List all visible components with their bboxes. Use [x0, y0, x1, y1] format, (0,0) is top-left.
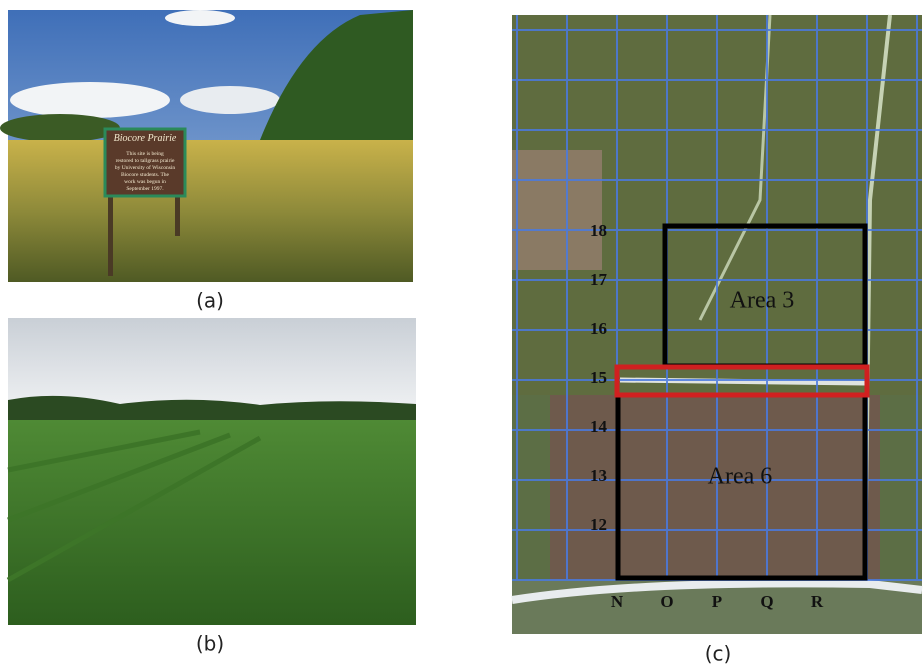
- column-label: N: [611, 592, 624, 611]
- column-label: Q: [760, 592, 773, 611]
- photo-b: [8, 318, 416, 625]
- row-label: 18: [590, 221, 607, 240]
- sign-text: This site is being: [126, 151, 164, 157]
- row-label: 14: [590, 417, 608, 436]
- area-label: Area 6: [708, 464, 773, 490]
- sign-text: work was begun in: [124, 179, 166, 185]
- photo-a: Biocore Prairie This site is beingrestor…: [0, 10, 413, 282]
- row-label: 17: [590, 270, 608, 289]
- row-label: 15: [590, 368, 607, 387]
- column-label: O: [660, 592, 673, 611]
- figure: Biocore Prairie This site is beingrestor…: [0, 0, 923, 668]
- sign-text: Biocore students. The: [121, 172, 170, 178]
- sign-text: September 1997.: [126, 186, 164, 192]
- row-label: 12: [590, 515, 607, 534]
- column-label: P: [712, 592, 722, 611]
- map: Area 3 Area 6 18 17 16 15 14 13 12 N O P Q R: [512, 15, 922, 634]
- row-label: 16: [590, 319, 607, 338]
- sign-title: Biocore Prairie: [114, 133, 177, 144]
- area-label: Area 3: [730, 288, 795, 314]
- panel-label: (c): [705, 642, 732, 666]
- panel-label: (b): [196, 632, 224, 656]
- panel-label: (a): [196, 289, 224, 313]
- row-label: 13: [590, 466, 607, 485]
- sign-text: restored to tallgrass prairie: [116, 158, 175, 164]
- column-label: R: [811, 592, 824, 611]
- sign-text: by University of Wisconsin: [115, 164, 176, 171]
